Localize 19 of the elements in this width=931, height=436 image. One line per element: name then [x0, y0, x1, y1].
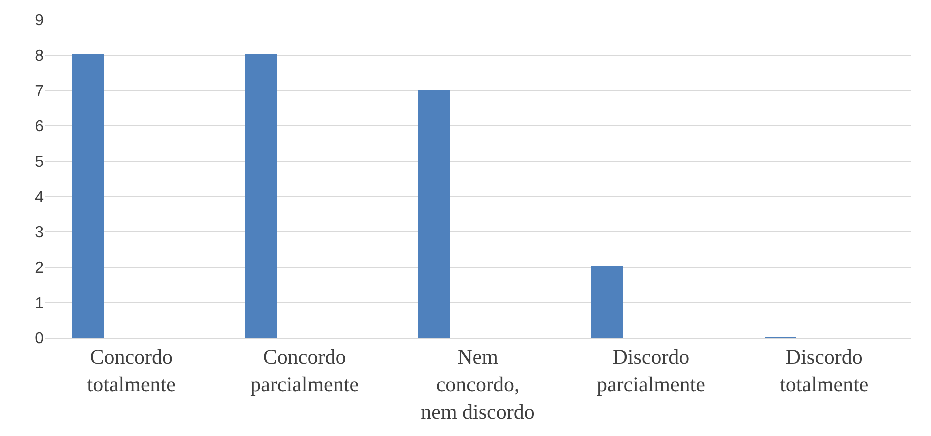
y-tick-label: 8: [35, 48, 44, 65]
x-tick-label: Concordo parcialmente: [250, 345, 360, 396]
y-tick-label: 1: [35, 295, 44, 312]
x-tick-label: Discordo parcialmente: [596, 345, 706, 396]
x-tick-label: Discordo totalmente: [780, 345, 869, 396]
y-tick-label: 9: [35, 12, 44, 30]
y-tick-label: 3: [35, 224, 44, 242]
y-tick-label: 5: [35, 154, 44, 171]
y-tick-label: 7: [35, 83, 44, 100]
y-tick-label: 2: [35, 260, 44, 277]
bar: [418, 90, 450, 338]
bar: [591, 266, 623, 338]
x-tick-label: Concordo totalmente: [87, 345, 176, 396]
bar: [72, 54, 104, 338]
y-tick-label: 4: [35, 189, 44, 206]
bar: [245, 54, 277, 338]
x-tick-label: Nem concordo, nem discordo: [421, 345, 535, 424]
y-tick-label: 0: [35, 330, 44, 348]
y-tick-label: 6: [35, 118, 44, 136]
